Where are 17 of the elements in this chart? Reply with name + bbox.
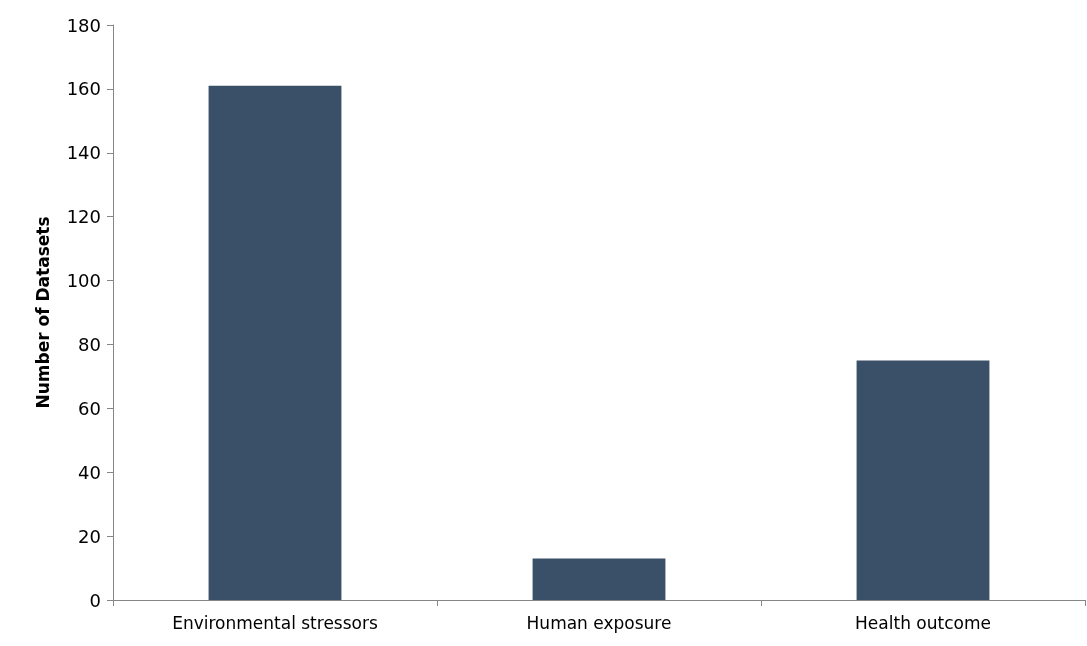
x-tick-label: Human exposure <box>526 612 672 633</box>
y-tick-label: 180 <box>66 14 101 36</box>
y-tick-label: 20 <box>78 525 101 547</box>
y-tick-label: 140 <box>66 142 101 164</box>
bar <box>532 558 666 600</box>
bar <box>856 360 990 600</box>
y-axis-title: Number of Datasets <box>32 216 53 409</box>
bar <box>208 85 342 600</box>
y-tick-label: 0 <box>89 589 101 611</box>
x-tick-label: Environmental stressors <box>172 612 378 633</box>
y-tick-label: 100 <box>66 270 101 292</box>
y-tick-label: 60 <box>78 397 101 419</box>
y-tick-label: 80 <box>78 333 101 355</box>
y-tick-label: 120 <box>66 206 101 228</box>
x-tick-label: Health outcome <box>855 612 991 633</box>
y-tick-label: 160 <box>66 78 101 100</box>
y-tick-label: 40 <box>78 461 101 483</box>
